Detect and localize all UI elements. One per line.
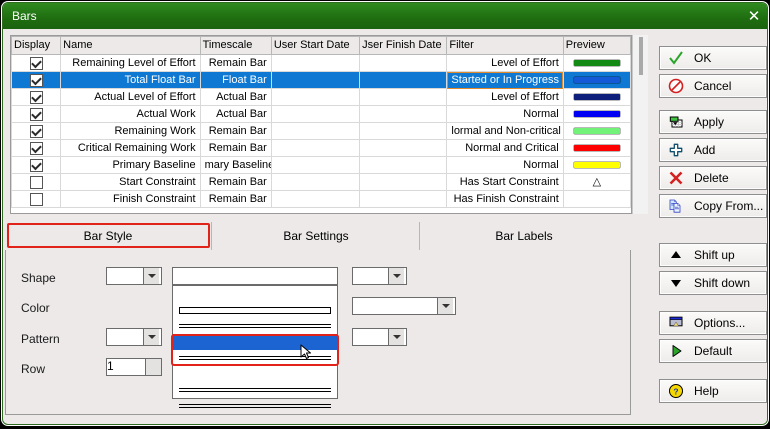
svg-text:?: ? (673, 387, 678, 397)
